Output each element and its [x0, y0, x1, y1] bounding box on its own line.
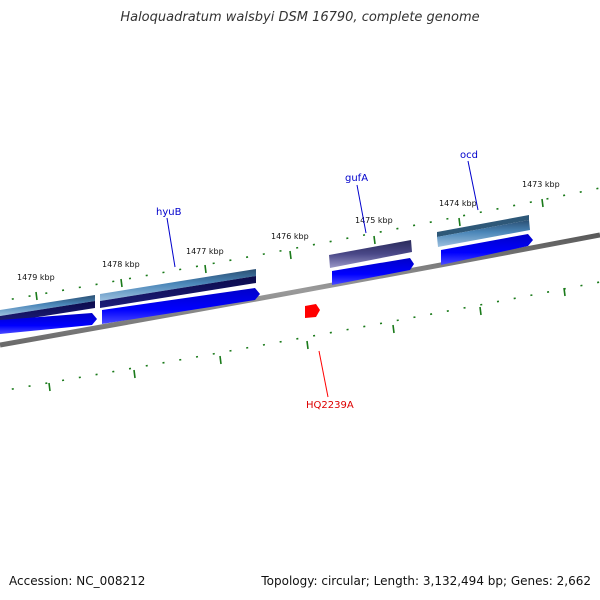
kbp-label-1477: 1477 kbp	[186, 247, 224, 256]
feature-block-gufa	[329, 240, 414, 285]
kbp-label-1474: 1474 kbp	[439, 199, 477, 208]
gene-arrow-left	[0, 313, 97, 334]
accession-label: Accession: NC_008212	[9, 574, 146, 588]
gene-arrow-ocd	[441, 234, 533, 265]
gene-arrow-gufa	[332, 258, 414, 285]
feature-block-left	[0, 295, 97, 334]
upper-tick-scale	[0, 187, 600, 302]
genome-backbone	[0, 232, 600, 348]
map-title: Haloquadratum walsbyi DSM 16790, complet…	[120, 10, 480, 25]
gene-label-gufa: gufA	[345, 173, 368, 184]
kbp-label-1473: 1473 kbp	[522, 180, 560, 189]
kbp-label-1475: 1475 kbp	[355, 216, 393, 225]
genome-summary: Topology: circular; Length: 3,132,494 bp…	[261, 574, 591, 588]
lower-tick-scale	[0, 281, 600, 392]
kbp-label-1476: 1476 kbp	[271, 232, 309, 241]
feature-block-ocd	[437, 215, 533, 265]
marker-hq2239a	[305, 304, 320, 318]
feature-block-hyub	[100, 269, 260, 324]
gene-label-hyub: hyuB	[156, 207, 182, 218]
kbp-label-1478: 1478 kbp	[102, 260, 140, 269]
gene-label-ocd: ocd	[460, 150, 478, 161]
gene-arrow-hyub	[102, 288, 260, 324]
marker-label-hq2239a: HQ2239A	[306, 400, 354, 411]
kbp-label-1479: 1479 kbp	[17, 273, 55, 282]
